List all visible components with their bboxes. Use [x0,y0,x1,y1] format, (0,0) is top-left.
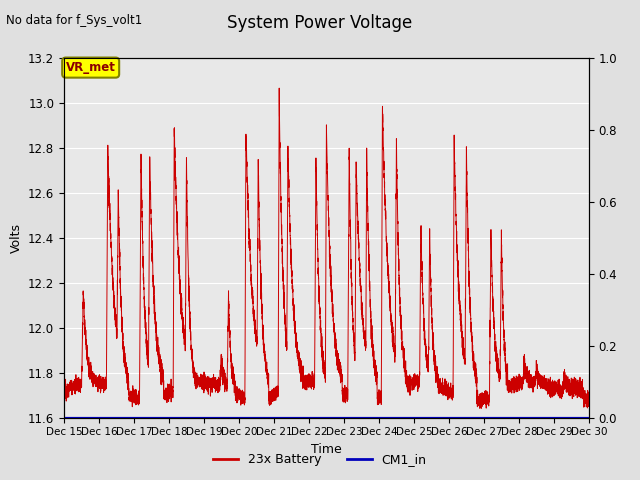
Y-axis label: Volts: Volts [10,223,22,252]
Legend: 23x Battery, CM1_in: 23x Battery, CM1_in [208,448,432,471]
Text: System Power Voltage: System Power Voltage [227,14,413,33]
Text: VR_met: VR_met [66,61,116,74]
X-axis label: Time: Time [311,443,342,456]
Text: No data for f_Sys_volt1: No data for f_Sys_volt1 [6,14,143,27]
